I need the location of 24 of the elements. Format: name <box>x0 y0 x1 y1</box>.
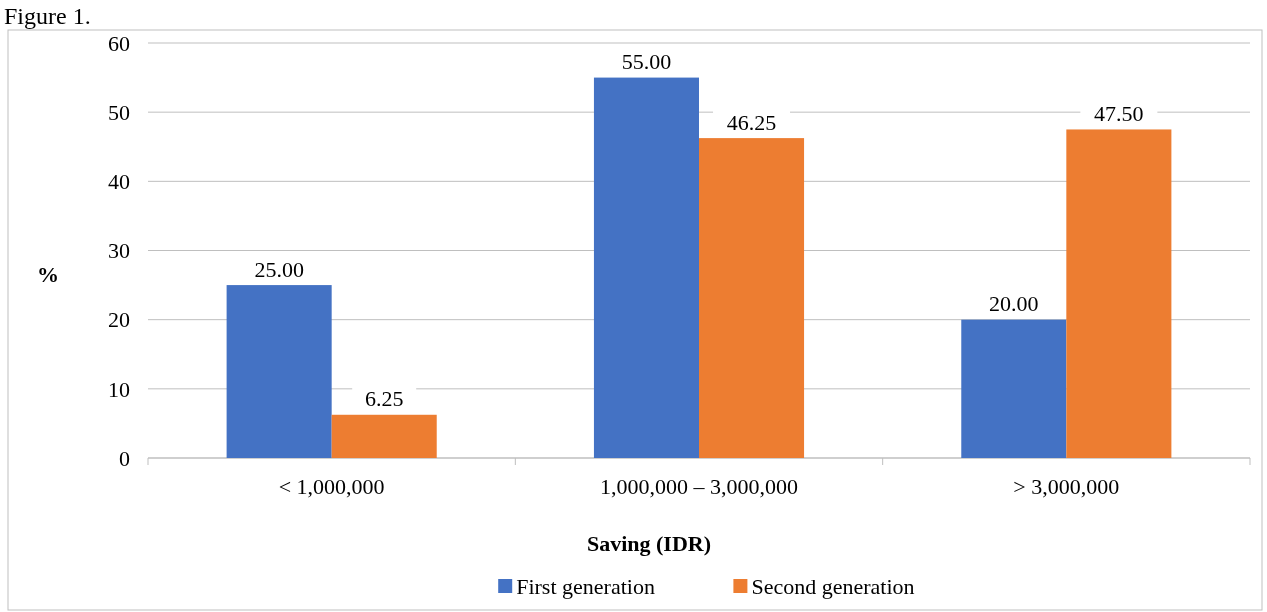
legend-label: First generation <box>516 573 655 599</box>
data-label: 46.25 <box>726 109 777 135</box>
x-tick-label: > 3,000,000 <box>1013 474 1120 499</box>
y-tick-label: 40 <box>108 169 130 195</box>
y-tick-label: 0 <box>119 445 130 471</box>
y-tick-label: 50 <box>108 99 130 125</box>
bar <box>699 138 805 458</box>
data-label: 47.50 <box>1094 101 1144 127</box>
y-tick-label: 60 <box>108 30 130 56</box>
bar <box>1066 129 1172 458</box>
y-tick-label: 30 <box>108 238 130 264</box>
x-tick-label: < 1,000,000 <box>278 474 385 499</box>
x-axis-title: Saving (IDR) <box>586 531 712 556</box>
y-tick-label: 10 <box>108 376 130 402</box>
bar <box>331 414 437 458</box>
data-label: 6.25 <box>364 386 404 412</box>
y-tick-label: 20 <box>108 307 130 333</box>
data-label: 55.00 <box>621 49 672 75</box>
x-tick-label: 1,000,000 – 3,000,000 <box>600 474 798 499</box>
legend-label: Second generation <box>751 573 915 599</box>
chart-title: Figure 1. <box>4 3 91 29</box>
data-label: 20.00 <box>989 291 1039 317</box>
y-axis-title: % <box>37 262 59 287</box>
data-label: 25.00 <box>254 256 304 282</box>
